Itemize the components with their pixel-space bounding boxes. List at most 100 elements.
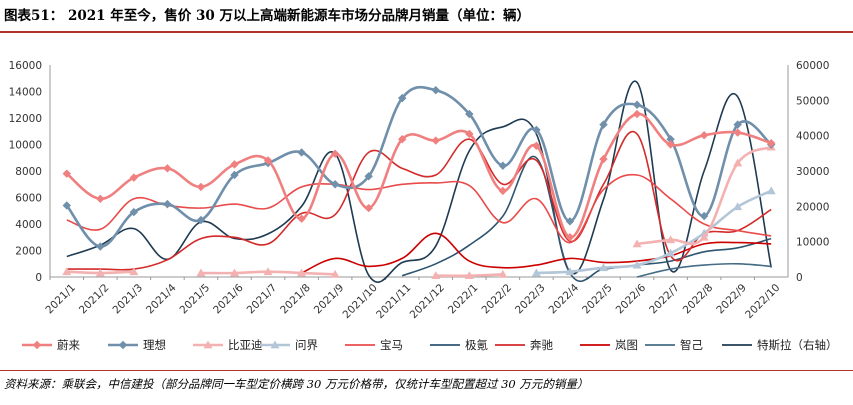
data-point bbox=[330, 149, 340, 158]
data-point bbox=[330, 269, 340, 278]
legend-marker bbox=[270, 340, 280, 349]
data-point bbox=[297, 268, 307, 277]
x-tick-label: 2022/4 bbox=[547, 282, 582, 317]
data-point bbox=[464, 271, 474, 280]
legend-label: 岚图 bbox=[615, 338, 638, 352]
data-point bbox=[129, 207, 139, 217]
data-point bbox=[96, 194, 105, 204]
data-point bbox=[565, 217, 575, 226]
axes bbox=[49, 65, 789, 278]
series-3 bbox=[531, 186, 776, 277]
data-point bbox=[599, 154, 608, 164]
data-point bbox=[431, 136, 440, 145]
data-point bbox=[196, 268, 206, 277]
data-point bbox=[666, 235, 676, 244]
x-tick-label: 2022/8 bbox=[681, 282, 716, 317]
x-tick-label: 2021/11 bbox=[374, 282, 413, 321]
legend-label: 极氪 bbox=[465, 338, 488, 352]
data-point bbox=[531, 268, 541, 277]
left-tick-label: 6000 bbox=[15, 193, 42, 205]
right-tick-label: 30000 bbox=[796, 166, 829, 178]
data-point bbox=[431, 85, 440, 95]
right-tick-label: 50000 bbox=[796, 95, 829, 107]
data-point bbox=[532, 141, 541, 151]
data-point bbox=[62, 169, 71, 178]
legend-label: 理想 bbox=[143, 338, 166, 352]
data-point bbox=[230, 170, 239, 180]
data-point bbox=[196, 182, 206, 192]
right-tick-label: 20000 bbox=[796, 201, 829, 213]
series-6 bbox=[66, 130, 772, 271]
data-point bbox=[465, 129, 474, 139]
x-tick-label: 2021/4 bbox=[144, 282, 179, 317]
series-line bbox=[636, 262, 772, 278]
x-tick-label: 2021/1 bbox=[43, 282, 78, 317]
series-layer bbox=[62, 80, 776, 283]
data-point bbox=[733, 128, 742, 137]
data-point bbox=[599, 263, 608, 272]
series-line bbox=[65, 112, 772, 239]
x-tick-label: 2021/8 bbox=[278, 282, 313, 317]
legend-item: 岚图 bbox=[580, 338, 638, 352]
left-tick-label: 10000 bbox=[9, 140, 42, 152]
series-line bbox=[66, 130, 772, 271]
data-point bbox=[666, 135, 675, 144]
x-tick-label: 2021/6 bbox=[211, 282, 246, 317]
data-point bbox=[330, 180, 340, 189]
right-tick-label: 60000 bbox=[796, 60, 829, 72]
data-point bbox=[230, 160, 239, 169]
series-1 bbox=[62, 85, 776, 251]
data-point bbox=[599, 120, 608, 129]
x-tick-label: 2022/1 bbox=[446, 282, 481, 317]
data-point bbox=[431, 271, 441, 280]
series-2 bbox=[62, 142, 776, 280]
line-chart: 0 2000 4000 6000 8000 10000 12000 14000 16000 0 1… bbox=[9, 60, 838, 352]
legend-label: 蔚来 bbox=[57, 338, 80, 352]
x-tick-label: 2021/7 bbox=[245, 282, 280, 317]
legend-marker bbox=[118, 340, 128, 350]
x-tick-label: 2022/10 bbox=[743, 282, 782, 321]
series-5 bbox=[401, 155, 772, 282]
legend-item: 宝马 bbox=[345, 338, 403, 352]
x-tick-label: 2022/3 bbox=[513, 282, 548, 317]
chart-title: 图表51： 2021 年至今，售价 30 万以上高端新能源车市场分品牌月销量（单… bbox=[4, 8, 530, 24]
data-point bbox=[733, 120, 742, 129]
data-point bbox=[297, 214, 306, 223]
data-point bbox=[196, 215, 206, 225]
data-point bbox=[297, 148, 306, 157]
data-point bbox=[263, 267, 273, 276]
legend-item: 极氪 bbox=[430, 338, 488, 352]
legend: 蔚来 理想 比亚迪 问界 宝马 极氪 奔驰 岚图 智己 特斯拉（右轴） bbox=[22, 338, 838, 352]
left-tick-label: 8000 bbox=[15, 166, 42, 178]
data-point bbox=[632, 100, 642, 109]
data-point bbox=[129, 267, 139, 276]
data-point bbox=[666, 248, 676, 257]
legend-label: 奔驰 bbox=[530, 338, 553, 352]
data-point bbox=[163, 164, 172, 173]
right-axis-ticks: 0 10000 20000 30000 40000 50000 60000 bbox=[796, 60, 829, 284]
series-4 bbox=[66, 173, 772, 244]
legend-label: 智己 bbox=[680, 338, 703, 352]
series-9 bbox=[66, 80, 772, 283]
data-point bbox=[767, 138, 776, 148]
data-point bbox=[62, 267, 72, 276]
x-tick-label: 2022/2 bbox=[479, 282, 514, 317]
data-point bbox=[95, 268, 105, 277]
left-tick-label: 0 bbox=[35, 272, 42, 284]
legend-item: 蔚来 bbox=[22, 338, 80, 352]
x-tick-label: 2022/7 bbox=[647, 282, 682, 317]
x-axis-ticks: 2021/12021/22021/32021/42021/52021/62021… bbox=[43, 277, 782, 321]
right-tick-label: 40000 bbox=[796, 131, 829, 143]
data-point bbox=[699, 211, 709, 221]
series-line bbox=[301, 232, 772, 274]
data-point bbox=[398, 135, 407, 144]
left-tick-label: 4000 bbox=[15, 219, 42, 231]
x-tick-label: 2021/2 bbox=[77, 282, 112, 317]
right-tick-label: 0 bbox=[796, 272, 803, 284]
source-note: 资料来源：乘联会，中信建投（部分品牌同一车型定价横跨 30 万元价格带，仅统计车… bbox=[4, 377, 589, 391]
series-line bbox=[66, 80, 772, 283]
legend-item: 问界 bbox=[260, 338, 318, 352]
data-point bbox=[230, 268, 239, 277]
title-rule bbox=[0, 31, 853, 33]
data-point bbox=[699, 232, 709, 241]
